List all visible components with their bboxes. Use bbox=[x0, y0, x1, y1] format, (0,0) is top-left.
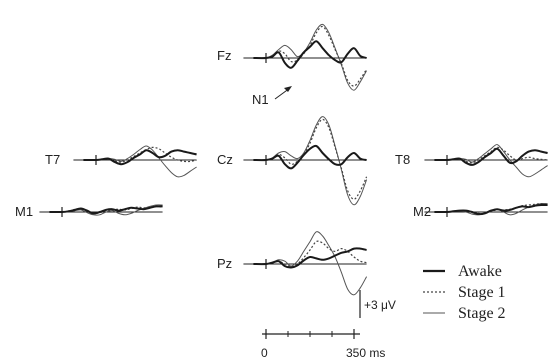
legend-label-stage2: Stage 2 bbox=[458, 305, 506, 322]
trace-m1-awake bbox=[49, 205, 163, 215]
amplitude-scale-label: +3 μV bbox=[364, 298, 396, 312]
trace-fz-stage-2 bbox=[253, 23, 368, 91]
trace-fz-awake bbox=[253, 40, 367, 69]
trace-fz-stage-1 bbox=[253, 25, 368, 87]
channel-label-t8: T8 bbox=[395, 152, 410, 167]
channel-label-m1: M1 bbox=[15, 204, 33, 219]
channel-label-t7: T7 bbox=[45, 152, 60, 167]
trace-t7-awake bbox=[83, 149, 197, 166]
trace-cz-stage-1 bbox=[253, 118, 368, 200]
channel-label-pz: Pz bbox=[217, 256, 232, 271]
channel-label-cz: Cz bbox=[217, 152, 233, 167]
trace-t8-awake bbox=[434, 147, 548, 166]
trace-m2-awake bbox=[434, 203, 548, 216]
trace-pz-stage-2 bbox=[253, 231, 368, 296]
trace-cz-stage-2 bbox=[253, 116, 368, 206]
time-axis-start-label: 0 bbox=[261, 346, 268, 360]
erp-traces bbox=[39, 23, 548, 296]
trace-cz-awake bbox=[253, 144, 367, 170]
n1-annotation-label: N1 bbox=[252, 92, 269, 107]
channel-label-fz: Fz bbox=[217, 48, 231, 63]
time-axis-end-label: 350 ms bbox=[346, 346, 385, 360]
legend-label-awake: Awake bbox=[458, 263, 502, 280]
trace-pz-awake bbox=[253, 247, 367, 269]
channel-label-m2: M2 bbox=[413, 204, 431, 219]
legend-label-stage1: Stage 1 bbox=[458, 284, 506, 301]
trace-t8-stage-2 bbox=[434, 144, 548, 178]
n1-arrowhead bbox=[284, 86, 292, 92]
